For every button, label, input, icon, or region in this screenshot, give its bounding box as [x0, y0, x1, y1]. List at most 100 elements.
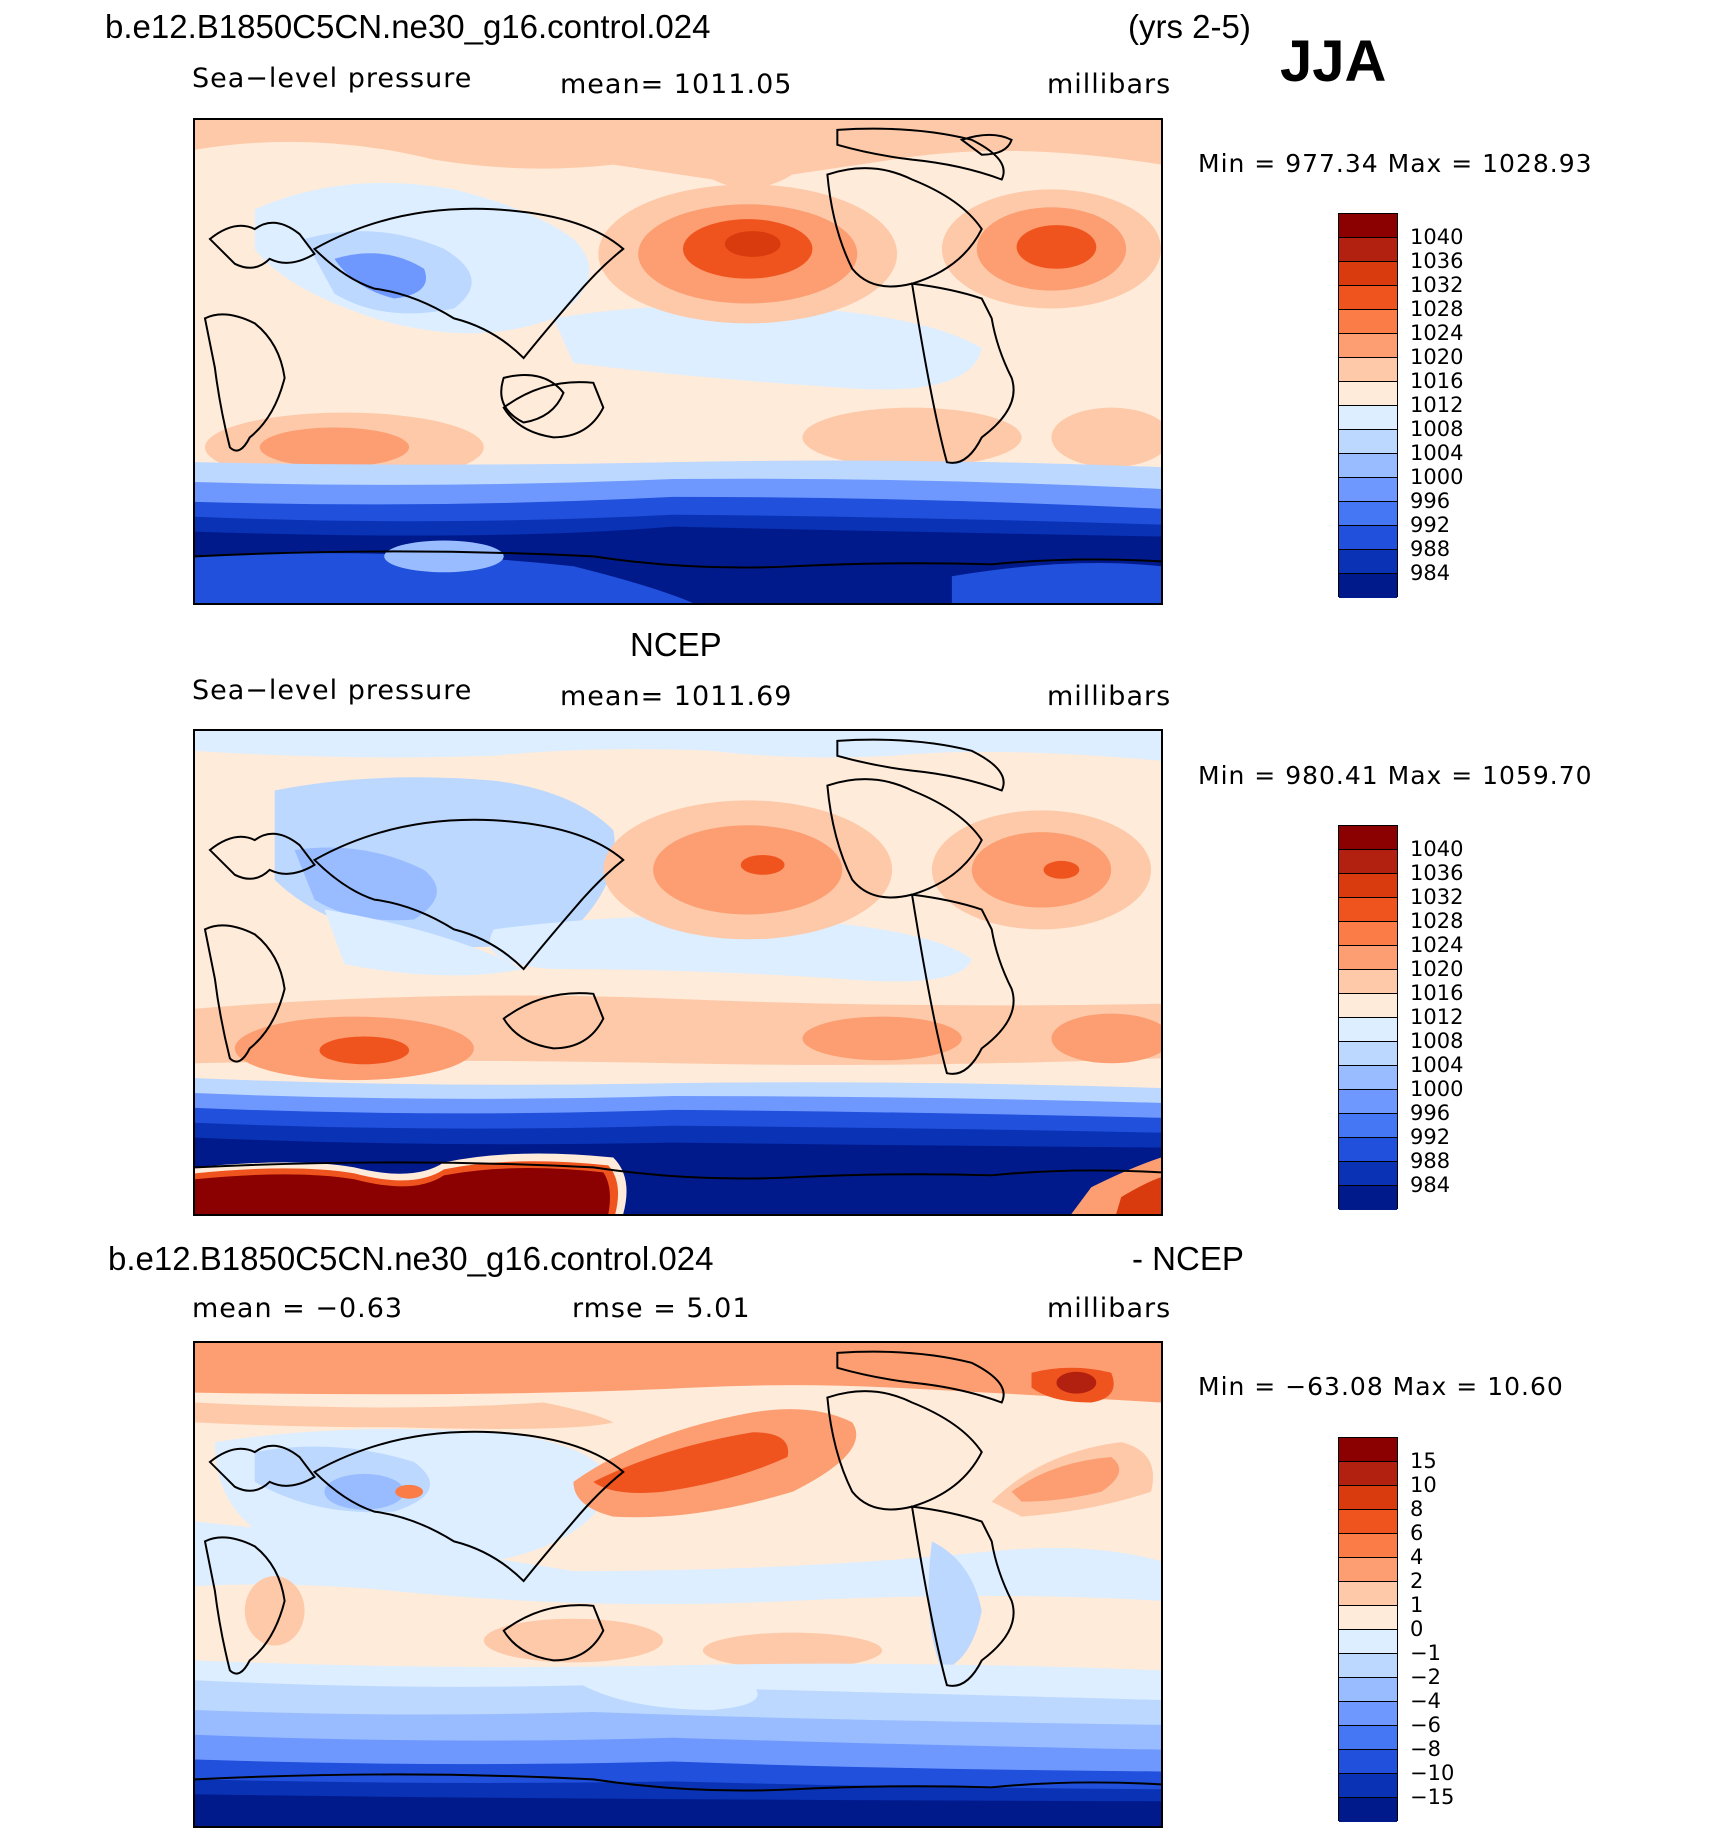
- colorbar-label: 988: [1410, 537, 1451, 561]
- colorbar-swatch: [1339, 358, 1397, 382]
- colorbar-swatch: [1339, 1750, 1397, 1774]
- colorbar-swatch: [1339, 1630, 1397, 1654]
- colorbar-swatch: [1339, 1654, 1397, 1678]
- panel2-mean: mean= 1011.69: [560, 681, 793, 712]
- colorbar-label: −15: [1410, 1785, 1455, 1809]
- colorbar-swatch: [1339, 1462, 1397, 1486]
- colorbar-swatch: [1339, 478, 1397, 502]
- colorbar-label: 992: [1410, 1125, 1451, 1149]
- colorbar-label: 984: [1410, 1173, 1451, 1197]
- model-slp-map: [193, 118, 1163, 605]
- colorbar-label: 1016: [1410, 369, 1464, 393]
- colorbar-swatch: [1339, 1798, 1397, 1822]
- colorbar-label: 1032: [1410, 885, 1464, 909]
- colorbar-label: 996: [1410, 1101, 1451, 1125]
- colorbar-label: 1036: [1410, 249, 1464, 273]
- colorbar-swatch: [1339, 850, 1397, 874]
- colorbar-box: [1338, 1437, 1398, 1822]
- colorbar-label: 1020: [1410, 345, 1464, 369]
- colorbar-swatch: [1339, 1114, 1397, 1138]
- colorbar-swatch: [1339, 238, 1397, 262]
- colorbar-swatch: [1339, 1090, 1397, 1114]
- colorbar-label: 1016: [1410, 981, 1464, 1005]
- colorbar-swatch: [1339, 310, 1397, 334]
- colorbar-label: 1008: [1410, 417, 1464, 441]
- colorbar-swatch: [1339, 1438, 1397, 1462]
- colorbar-swatch: [1339, 826, 1397, 850]
- colorbar-swatch: [1339, 382, 1397, 406]
- years-label: (yrs 2-5): [1128, 8, 1251, 45]
- colorbar-label: 1040: [1410, 837, 1464, 861]
- colorbar-label: 0: [1410, 1617, 1424, 1641]
- colorbar-label: 1040: [1410, 225, 1464, 249]
- colorbar-label: 1012: [1410, 393, 1464, 417]
- colorbar-swatch: [1339, 1534, 1397, 1558]
- colorbar-swatch: [1339, 1018, 1397, 1042]
- colorbar-swatch: [1339, 1678, 1397, 1702]
- case-title: b.e12.B1850C5CN.ne30_g16.control.024: [105, 8, 711, 45]
- colorbar-label: 6: [1410, 1521, 1424, 1545]
- colorbar-swatch: [1339, 1582, 1397, 1606]
- colorbar-swatch: [1339, 1510, 1397, 1534]
- colorbar-label: 988: [1410, 1149, 1451, 1173]
- colorbar-label: −10: [1410, 1761, 1455, 1785]
- colorbar-swatch: [1339, 286, 1397, 310]
- colorbar-swatch: [1339, 454, 1397, 478]
- ncep-slp-map: [193, 729, 1163, 1216]
- colorbar-label: 1024: [1410, 321, 1464, 345]
- model-slp-contours: [195, 120, 1161, 603]
- colorbar-label: 1000: [1410, 465, 1464, 489]
- colorbar-label: 1008: [1410, 1029, 1464, 1053]
- colorbar-swatch: [1339, 550, 1397, 574]
- colorbar-swatch: [1339, 526, 1397, 550]
- colorbar-swatch: [1339, 1138, 1397, 1162]
- panel2-minmax: Min = 980.41 Max = 1059.70: [1198, 761, 1593, 790]
- colorbar-swatch: [1339, 1162, 1397, 1186]
- colorbar-swatch: [1339, 1042, 1397, 1066]
- colorbar-label: 1012: [1410, 1005, 1464, 1029]
- colorbar-swatch: [1339, 994, 1397, 1018]
- colorbar-swatch: [1339, 1774, 1397, 1798]
- colorbar-swatch: [1339, 874, 1397, 898]
- colorbar-label: 10: [1410, 1473, 1437, 1497]
- colorbar-label: 1004: [1410, 1053, 1464, 1077]
- colorbar-label: −8: [1410, 1737, 1441, 1761]
- colorbar-label: 1000: [1410, 1077, 1464, 1101]
- colorbar-label: 996: [1410, 489, 1451, 513]
- ncep-slp-contours: [195, 731, 1161, 1214]
- colorbar-label: −4: [1410, 1689, 1441, 1713]
- colorbar-label: 1004: [1410, 441, 1464, 465]
- colorbar-swatch: [1339, 946, 1397, 970]
- panel3-title-left: b.e12.B1850C5CN.ne30_g16.control.024: [108, 1240, 714, 1277]
- panel1-mean: mean= 1011.05: [560, 69, 793, 100]
- colorbar-swatch: [1339, 970, 1397, 994]
- colorbar-label: 1020: [1410, 957, 1464, 981]
- colorbar-swatch: [1339, 1186, 1397, 1210]
- colorbar-swatch: [1339, 1726, 1397, 1750]
- colorbar-box: [1338, 825, 1398, 1210]
- colorbar-label: 992: [1410, 513, 1451, 537]
- colorbar-label: 1028: [1410, 297, 1464, 321]
- colorbar-label: 8: [1410, 1497, 1424, 1521]
- colorbar-swatch: [1339, 1558, 1397, 1582]
- difference-contours: [195, 1343, 1161, 1826]
- colorbar-label: 1024: [1410, 933, 1464, 957]
- colorbar-label: −1: [1410, 1641, 1441, 1665]
- colorbar-label: 1032: [1410, 273, 1464, 297]
- colorbar-swatch: [1339, 406, 1397, 430]
- panel3-mean: mean = −0.63: [192, 1293, 404, 1324]
- panel3-units: millibars: [1047, 1293, 1172, 1324]
- colorbar-swatch: [1339, 1702, 1397, 1726]
- colorbar-swatch: [1339, 922, 1397, 946]
- colorbar-swatch: [1339, 898, 1397, 922]
- panel3-title-right: - NCEP: [1132, 1240, 1244, 1277]
- panel1-units: millibars: [1047, 69, 1172, 100]
- panel3-minmax: Min = −63.08 Max = 10.60: [1198, 1372, 1564, 1401]
- colorbar-swatch: [1339, 334, 1397, 358]
- colorbar-swatch: [1339, 502, 1397, 526]
- panel3-rmse: rmse = 5.01: [572, 1293, 751, 1324]
- panel1-minmax: Min = 977.34 Max = 1028.93: [1198, 149, 1593, 178]
- colorbar-swatch: [1339, 1486, 1397, 1510]
- season-label: JJA: [1280, 29, 1387, 94]
- colorbar-label: 1028: [1410, 909, 1464, 933]
